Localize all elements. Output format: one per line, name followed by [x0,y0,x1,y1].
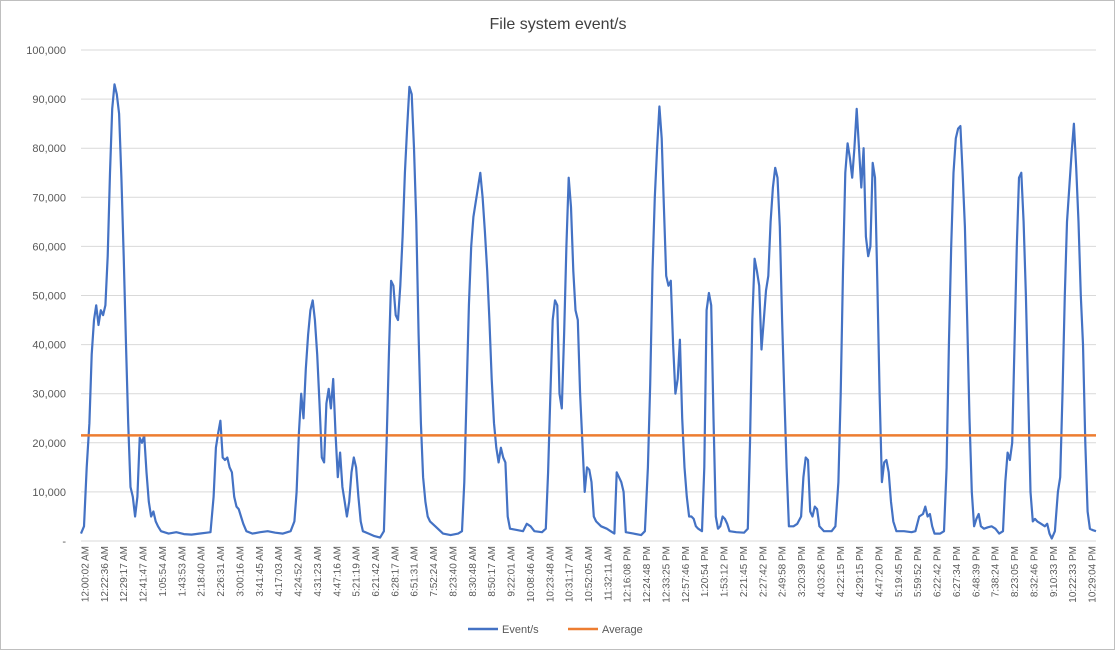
x-tick-label: 2:49:58 PM [778,546,789,597]
chart-title: File system event/s [490,16,627,33]
x-tick-label: 10:31:17 AM [565,546,576,602]
x-tick-label: 4:22:15 PM [836,546,847,597]
x-tick-label: 6:22:42 PM [933,546,944,597]
x-tick-label: 12:24:48 PM [642,546,653,603]
x-tick-label: 4:47:20 PM [874,546,885,597]
x-tick-label: 6:27:34 PM [952,546,963,597]
x-tick-label: 3:00:16 AM [235,546,246,597]
x-tick-label: 1:53:12 PM [720,546,731,597]
series-line-events [79,83,1097,540]
gridlines [81,49,1096,542]
legend-label-average: Average [602,624,643,636]
y-tick-label: 10,000 [32,487,66,499]
x-tick-label: 2:27:42 PM [758,546,769,597]
y-tick-label: 30,000 [32,389,66,401]
x-tick-label: 2:26:31 AM [216,546,227,597]
x-tick-label: 6:48:39 PM [971,546,982,597]
x-tick-label: 4:31:23 AM [313,546,324,597]
x-tick-label: 4:03:26 PM [816,546,827,597]
x-tick-label: 12:41:47 AM [139,546,150,602]
y-tick-label: 60,000 [32,241,66,253]
x-tick-label: 8:23:40 AM [448,546,459,597]
x-tick-label: 6:28:17 AM [390,546,401,597]
x-tick-label: 8:23:05 PM [1010,546,1021,597]
x-tick-label: 3:41:45 AM [255,546,266,597]
x-tick-label: 6:21:42 AM [371,546,382,597]
x-tick-label: 7:52:24 AM [429,546,440,597]
x-tick-label: 10:08:46 AM [526,546,537,602]
x-tick-label: 4:24:52 AM [294,546,305,597]
x-tick-label: 1:43:53 AM [177,546,188,597]
y-tick-label: 100,000 [26,45,66,57]
legend: Event/s Average [468,624,643,636]
x-tick-label: 11:32:11 AM [603,546,614,601]
x-tick-label: 8:50:17 AM [487,546,498,597]
x-tick-label: 5:21:19 AM [352,546,363,597]
x-tick-label: 10:52:05 AM [584,546,595,602]
y-tick-label: 20,000 [32,438,66,450]
x-tick-label: 5:59:52 PM [913,546,924,597]
y-tick-label: 80,000 [32,143,66,155]
x-tick-label: 3:20:39 PM [797,546,808,597]
x-tick-label: 10:22:33 PM [1068,546,1079,603]
y-axis-ticks: - 10,000 20,000 30,000 40,000 50,000 60,000 70,… [26,45,66,548]
y-tick-label: - [62,536,66,548]
x-tick-label: 10:29:04 PM [1088,546,1099,603]
x-tick-label: 12:29:17 AM [119,546,130,602]
y-tick-label: 40,000 [32,340,66,352]
plot-area [79,83,1097,540]
legend-label-events: Event/s [502,624,539,636]
y-tick-label: 70,000 [32,192,66,204]
x-tick-label: 9:10:33 PM [1049,546,1060,597]
x-axis-ticks: 12:00:02 AM 12:22:36 AM 12:29:17 AM 12:41:4… [81,546,1099,603]
x-tick-label: 4:17:03 AM [274,546,285,597]
x-tick-label: 12:16:08 PM [623,546,634,603]
x-tick-label: 12:33:25 PM [661,546,672,603]
x-tick-label: 6:51:31 AM [410,546,421,597]
x-tick-label: 9:22:01 AM [507,546,518,597]
x-tick-label: 8:30:48 AM [468,546,479,597]
x-tick-label: 1:20:54 PM [700,546,711,597]
x-tick-label: 2:18:40 AM [197,546,208,597]
x-tick-label: 8:32:46 PM [1029,546,1040,597]
y-tick-label: 90,000 [32,94,66,106]
x-tick-label: 4:29:15 PM [855,546,866,597]
x-tick-label: 10:23:48 AM [545,546,556,602]
x-tick-label: 12:00:02 AM [81,546,92,602]
y-tick-label: 50,000 [32,291,66,303]
x-tick-label: 7:38:24 PM [991,546,1002,597]
x-tick-label: 2:21:45 PM [739,546,750,597]
x-tick-label: 5:19:45 PM [894,546,905,597]
x-tick-label: 4:47:16 AM [332,546,343,597]
x-tick-label: 12:57:46 PM [681,546,692,603]
x-tick-label: 1:05:54 AM [158,546,169,597]
x-tick-label: 12:22:36 AM [100,546,111,602]
